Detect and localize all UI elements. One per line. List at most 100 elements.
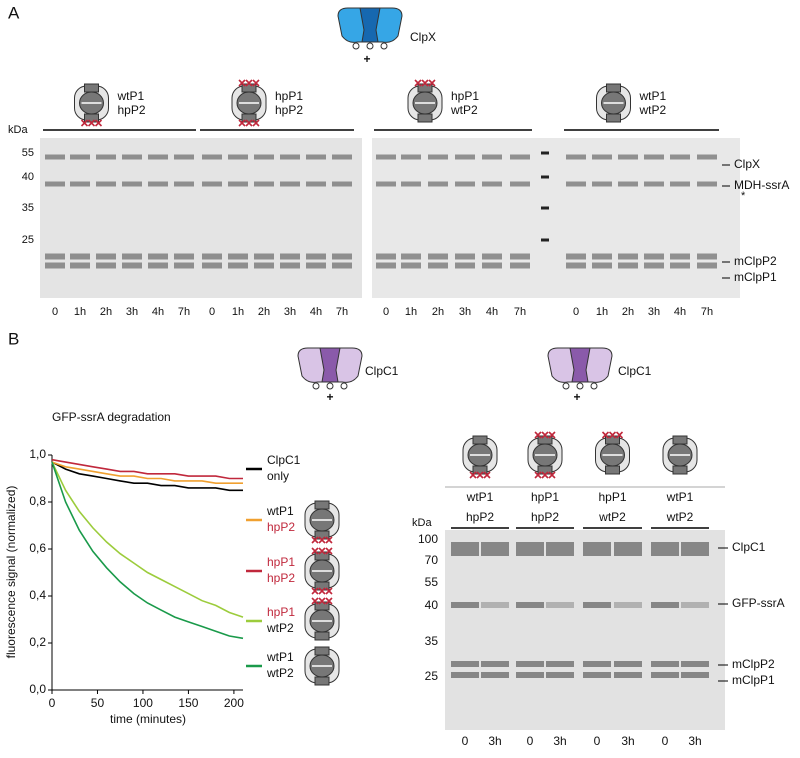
lane-label: 4h: [310, 306, 322, 318]
enzyme-loop: [562, 382, 570, 390]
marker-label: 25: [425, 669, 439, 683]
gel-band: [70, 154, 90, 160]
lane-label: 3h: [553, 734, 566, 748]
x-tick-label: 100: [133, 696, 153, 710]
gel-band: [697, 154, 717, 160]
gel-band: [516, 661, 544, 667]
gel-band: [681, 542, 709, 556]
kda-label: kDa: [8, 124, 28, 136]
gel-band: [280, 253, 300, 260]
lane-label: 1h: [596, 306, 608, 318]
protease-icon: [304, 597, 340, 641]
group-label: hpP1: [598, 490, 626, 504]
mutation-mark: [548, 431, 556, 439]
gel-band: [644, 253, 664, 260]
mutation-mark: [541, 471, 549, 479]
enzyme-core: [319, 347, 341, 383]
gel-band: [510, 262, 530, 269]
gel-band: [482, 262, 502, 269]
gel-band: [481, 672, 509, 678]
gel-band: [174, 154, 194, 160]
mutation-mark: [311, 587, 319, 595]
mutation-mark: [534, 431, 542, 439]
gel-band: [254, 181, 274, 187]
gel-band: [651, 602, 679, 608]
gel-band: [401, 262, 421, 269]
gel-band: [376, 181, 396, 187]
gel: [372, 138, 740, 298]
marker-label: 35: [425, 634, 439, 648]
protease-icon: [662, 435, 698, 475]
gel-band: [148, 262, 168, 269]
group-label: hpP2: [531, 510, 559, 524]
gel-band: [592, 262, 612, 269]
y-tick-label: 0,8: [29, 494, 46, 508]
gel-band: [516, 672, 544, 678]
gel-band: [670, 253, 690, 260]
gel-band: [96, 253, 116, 260]
protease-icon: [74, 83, 109, 127]
gel-band: [228, 262, 248, 269]
lane-label: 0: [52, 306, 58, 318]
series-line: [51, 461, 244, 618]
mutation-mark: [245, 119, 253, 127]
y-tick-label: 1,0: [29, 447, 46, 461]
gel-band: [451, 672, 479, 678]
lane-label: 2h: [258, 306, 270, 318]
lane-label: 2h: [100, 306, 112, 318]
band-label: mClpP2: [734, 254, 777, 268]
x-tick-label: 50: [91, 696, 105, 710]
group-label: wtP2: [666, 510, 694, 524]
gel-band: [376, 262, 396, 269]
icon-notch: [472, 435, 488, 445]
icon-notch: [417, 113, 433, 123]
group-label: hpP2: [118, 103, 146, 117]
gel-band: [428, 262, 448, 269]
mutation-mark: [541, 431, 549, 439]
gel-band: [306, 181, 326, 187]
lane-label: 3h: [284, 306, 296, 318]
gel-band: [618, 262, 638, 269]
gel-band: [228, 253, 248, 260]
gel-band: [482, 181, 502, 187]
band-label: ClpX: [734, 157, 760, 171]
group-label: wtP1: [117, 89, 145, 103]
legend-word: only: [267, 469, 289, 483]
gel-band: [566, 154, 586, 160]
legend-word: wtP1: [266, 650, 294, 664]
protease-icon: [527, 431, 563, 479]
lane-label: 4h: [152, 306, 164, 318]
gel-band: [482, 154, 502, 160]
gel-band: [280, 181, 300, 187]
lane-label: 0: [662, 734, 669, 748]
enzyme-loop: [352, 42, 360, 50]
gel-band: [96, 154, 116, 160]
legend-word: hpP1: [267, 605, 295, 619]
gel-band: [516, 602, 544, 608]
gel-band: [122, 253, 142, 260]
marker-band: [541, 151, 549, 155]
enzyme-loop: [340, 382, 348, 390]
gel-band: [148, 154, 168, 160]
group-label: wtP2: [598, 510, 626, 524]
lane-label: 0: [462, 734, 469, 748]
mutation-mark: [325, 587, 333, 595]
band-label: mClpP1: [734, 270, 777, 284]
mutation-mark: [325, 597, 333, 605]
lane-label: 1h: [232, 306, 244, 318]
icon-notch: [84, 83, 99, 93]
gel-band: [697, 253, 717, 260]
legend-word: wtP2: [266, 666, 294, 680]
y-tick-label: 0,4: [29, 588, 46, 602]
gel-band: [451, 542, 479, 556]
lane-label: 1h: [405, 306, 417, 318]
enzyme-loop: [312, 382, 320, 390]
gel-band: [174, 262, 194, 269]
icon-notch: [672, 465, 688, 475]
lane-label: 3h: [648, 306, 660, 318]
gel-band: [332, 262, 352, 269]
gel-band: [376, 253, 396, 260]
mutation-mark: [252, 119, 260, 127]
chart-title: GFP-ssrA degradation: [52, 410, 171, 424]
legend-word: wtP2: [266, 621, 294, 635]
